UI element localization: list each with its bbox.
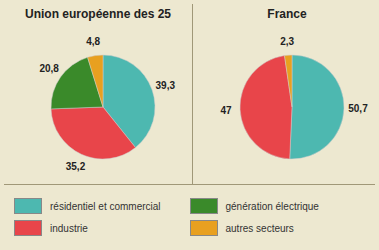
svg-text:4,8: 4,8 (86, 36, 100, 47)
html-text:génération électrique: génération électrique (225, 200, 319, 212)
html-text:Union européenne des 25: Union européenne des 25 (25, 7, 171, 21)
svg-text:20,8: 20,8 (39, 63, 59, 74)
html-text:industrie: industrie (50, 222, 88, 234)
html-text:résidentiel et commercial: résidentiel et commercial (50, 200, 161, 212)
svg-text:50,7: 50,7 (348, 103, 368, 114)
svg-text:2,3: 2,3 (280, 36, 294, 47)
svg-text:35,2: 35,2 (66, 161, 86, 172)
html-text:autres secteurs: autres secteurs (225, 222, 294, 234)
html-text:France: France (267, 7, 307, 21)
svg-text:39,3: 39,3 (156, 80, 176, 91)
svg-text:47: 47 (221, 105, 233, 116)
